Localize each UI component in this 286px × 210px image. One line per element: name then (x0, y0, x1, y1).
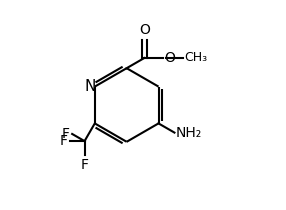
Text: F: F (81, 158, 89, 172)
Text: O: O (139, 23, 150, 37)
Text: F: F (60, 134, 68, 148)
Text: O: O (164, 51, 175, 65)
Text: N: N (85, 79, 96, 94)
Text: F: F (62, 127, 70, 141)
Text: CH₃: CH₃ (184, 51, 207, 64)
Text: NH₂: NH₂ (176, 126, 202, 140)
